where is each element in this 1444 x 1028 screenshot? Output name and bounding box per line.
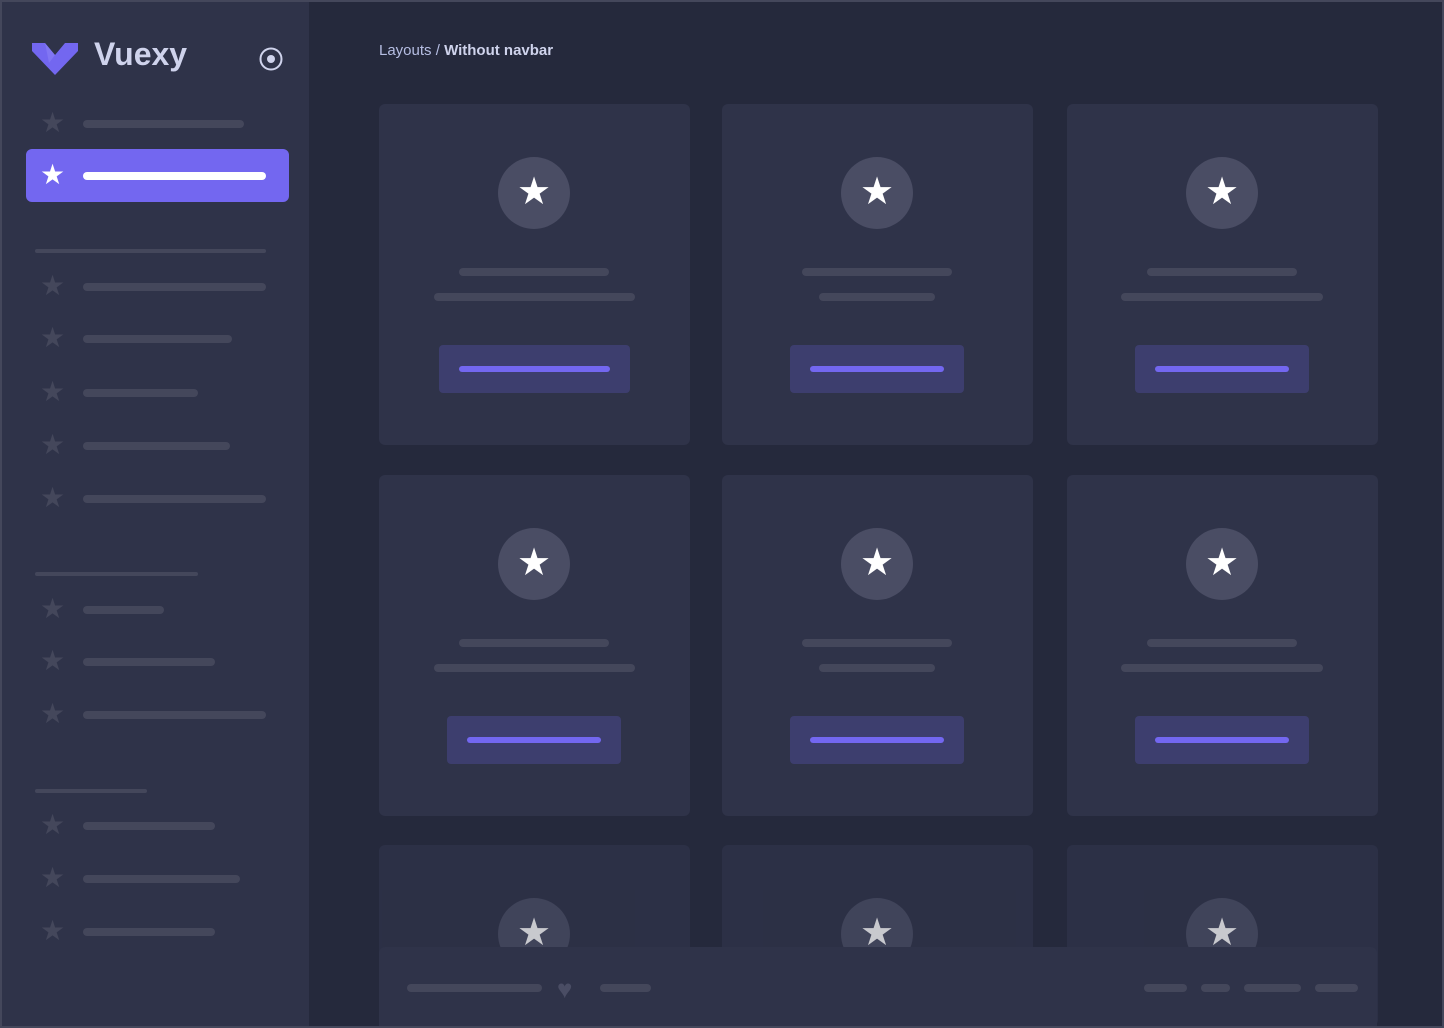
card-button[interactable] <box>790 716 964 764</box>
footer-link-placeholder <box>1201 984 1230 992</box>
menu-label-placeholder <box>83 928 215 936</box>
star-icon: ★ <box>40 322 66 353</box>
card-button[interactable] <box>1135 345 1309 393</box>
menu-label-placeholder <box>83 606 164 614</box>
card-button[interactable] <box>1135 716 1309 764</box>
card-text-placeholder <box>819 664 935 672</box>
star-icon: ★ <box>1186 528 1258 600</box>
star-icon: ★ <box>40 809 66 840</box>
heart-icon: ♥ <box>557 974 573 1004</box>
menu-label-placeholder <box>83 658 215 666</box>
card-text-placeholder <box>819 293 935 301</box>
section-divider <box>35 789 147 793</box>
star-icon: ★ <box>40 593 66 624</box>
footer-link-placeholder <box>1144 984 1187 992</box>
menu-label-placeholder <box>83 120 244 128</box>
star-icon: ★ <box>40 376 66 407</box>
menu-label-placeholder <box>83 711 266 719</box>
star-icon: ★ <box>498 528 570 600</box>
card-button[interactable] <box>790 345 964 393</box>
card-title-placeholder <box>459 268 609 276</box>
star-icon: ★ <box>40 429 66 460</box>
vuexy-logo-icon <box>32 43 78 75</box>
footer: ♥ <box>379 947 1377 1026</box>
card-text-placeholder <box>434 664 635 672</box>
button-label-placeholder <box>810 366 944 372</box>
button-label-placeholder <box>1155 366 1289 372</box>
star-icon: ★ <box>40 159 66 190</box>
button-label-placeholder <box>467 737 601 743</box>
card-title-placeholder <box>802 268 952 276</box>
button-label-placeholder <box>1155 737 1289 743</box>
footer-link-placeholder <box>407 984 542 992</box>
card-title-placeholder <box>1147 268 1297 276</box>
star-icon: ★ <box>40 482 66 513</box>
card[interactable]: ★ <box>379 104 690 445</box>
card-title-placeholder <box>1147 639 1297 647</box>
star-icon: ★ <box>40 107 66 138</box>
menu-label-placeholder <box>83 172 266 180</box>
card-button[interactable] <box>439 345 630 393</box>
button-label-placeholder <box>459 366 610 372</box>
menu-label-placeholder <box>83 442 230 450</box>
card-text-placeholder <box>434 293 635 301</box>
footer-link-placeholder <box>1244 984 1301 992</box>
card-title-placeholder <box>459 639 609 647</box>
menu-label-placeholder <box>83 875 240 883</box>
star-icon: ★ <box>40 270 66 301</box>
card[interactable]: ★ <box>379 475 690 816</box>
section-divider <box>35 572 198 576</box>
star-icon: ★ <box>1186 157 1258 229</box>
footer-link-placeholder <box>1315 984 1358 992</box>
star-icon: ★ <box>40 698 66 729</box>
star-icon: ★ <box>841 528 913 600</box>
star-icon: ★ <box>40 915 66 946</box>
menu-label-placeholder <box>83 283 266 291</box>
card[interactable]: ★ <box>1067 104 1378 445</box>
section-divider <box>35 249 266 253</box>
breadcrumb-parent[interactable]: Layouts <box>379 42 432 59</box>
card-title-placeholder <box>802 639 952 647</box>
star-icon: ★ <box>40 645 66 676</box>
button-label-placeholder <box>810 737 944 743</box>
star-icon: ★ <box>498 157 570 229</box>
menu-label-placeholder <box>83 495 266 503</box>
card[interactable]: ★ <box>1067 475 1378 816</box>
menu-label-placeholder <box>83 389 198 397</box>
card-text-placeholder <box>1121 664 1323 672</box>
card[interactable]: ★ <box>722 475 1033 816</box>
star-icon: ★ <box>841 157 913 229</box>
breadcrumb-separator: / <box>431 42 445 59</box>
menu-label-placeholder <box>83 335 232 343</box>
breadcrumb-current: Without navbar <box>444 42 554 59</box>
sidebar: Vuexy ★ ★ ★ ★ ★ ★ ★ ★ ★ ★ ★ ★ ★ <box>2 2 309 1026</box>
radio-circle-icon[interactable] <box>258 46 284 72</box>
brand-name: Vuexy <box>94 36 188 72</box>
menu-label-placeholder <box>83 822 215 830</box>
star-icon: ★ <box>40 862 66 893</box>
breadcrumb: Layouts / Without navbar <box>379 42 553 59</box>
footer-link-placeholder <box>600 984 651 992</box>
card-text-placeholder <box>1121 293 1323 301</box>
card[interactable]: ★ <box>722 104 1033 445</box>
card-button[interactable] <box>447 716 621 764</box>
